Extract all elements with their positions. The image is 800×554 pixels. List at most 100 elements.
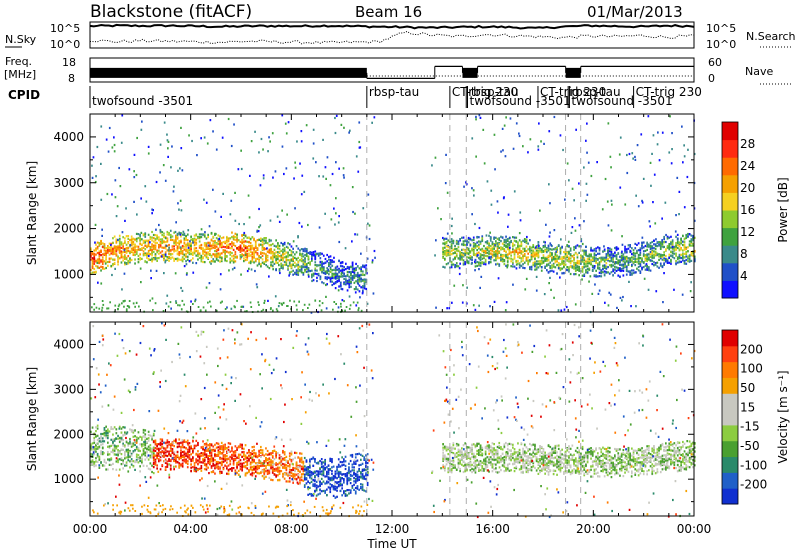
echo-cell: [500, 247, 502, 250]
echo-scatter: [440, 218, 442, 221]
echo-cell: [578, 268, 580, 271]
echo-cell: [351, 278, 354, 281]
echo-cell: [137, 447, 140, 450]
echo-cell: [180, 252, 182, 255]
echo-cell: [125, 256, 128, 259]
echo-cell: [496, 237, 499, 240]
echo-cell: [476, 241, 478, 244]
echo-cell: [489, 249, 492, 252]
echo-cell: [215, 254, 218, 257]
echo-scatter: [490, 189, 493, 192]
echo-cell: [488, 242, 490, 245]
echo-cell: [169, 249, 172, 252]
echo-cell: [135, 458, 138, 462]
echo-cell: [319, 257, 322, 260]
echo-cell: [168, 243, 170, 247]
echo-scatter: [133, 153, 136, 156]
echo-cell: [168, 458, 170, 461]
echo-cell: [685, 258, 688, 262]
echo-scatter: [621, 299, 623, 302]
echo-scatter: [371, 259, 374, 262]
echo-cell: [688, 243, 691, 246]
echo-scatter: [662, 301, 664, 304]
echo-cell: [254, 240, 257, 243]
echo-cell: [96, 446, 99, 449]
echo-cell: [249, 244, 252, 247]
echo-cell: [130, 430, 133, 433]
echo-scatter: [284, 122, 287, 125]
echo-cell: [522, 257, 524, 260]
echo-cell: [161, 239, 164, 243]
echo-scatter: [567, 240, 570, 243]
echo-cell: [358, 267, 361, 270]
echo-scatter: [340, 123, 343, 126]
echo-cell: [532, 261, 535, 264]
echo-cell: [159, 459, 162, 462]
echo-cell: [107, 445, 109, 448]
echo-scatter: [435, 306, 437, 309]
echo-cell: [348, 275, 351, 278]
echo-cell: [522, 239, 524, 242]
echo-cell: [280, 254, 283, 257]
echo-cell: [670, 260, 672, 263]
echo-cell: [466, 256, 468, 259]
echo-cell: [248, 249, 250, 252]
echo-scatter: [458, 267, 461, 270]
echo-cell: [151, 438, 153, 441]
echo-scatter: [311, 279, 313, 283]
echo-cell: [478, 263, 480, 266]
echo-cell: [90, 463, 92, 466]
echo-scatter: [203, 198, 205, 201]
echo-cell: [159, 447, 162, 450]
echo-cell: [132, 444, 135, 447]
echo-cell: [574, 261, 577, 265]
echo-cell: [113, 426, 116, 429]
echo-cell: [466, 251, 468, 254]
echo-cell: [563, 272, 565, 275]
echo-scatter: [507, 225, 509, 228]
echo-cell: [483, 254, 485, 257]
echo-cell: [154, 461, 157, 464]
echo-cell: [273, 248, 276, 251]
echo-scatter: [622, 295, 624, 299]
echo-cell: [125, 235, 128, 238]
echo-scatter: [664, 201, 667, 204]
echo-cell: [243, 241, 245, 244]
echo-cell: [268, 251, 271, 254]
echo-cell: [249, 254, 252, 257]
echo-cell: [253, 252, 255, 255]
echo-cell: [96, 251, 99, 255]
echo-cell: [588, 255, 591, 258]
echo-cell: [692, 244, 694, 247]
cpid-entry-8: CT-trig 230: [636, 85, 702, 99]
echo-cell: [134, 253, 136, 257]
echo-scatter: [603, 245, 605, 248]
echo-cell: [285, 261, 288, 264]
echo-cell: [239, 254, 242, 257]
echo-cell: [612, 258, 614, 261]
echo-ground: [263, 299, 266, 302]
echo-cell: [251, 256, 254, 259]
echo-ground: [125, 309, 128, 312]
echo-cell: [461, 253, 463, 256]
echo-cell: [510, 260, 512, 263]
echo-cell: [614, 251, 616, 254]
echo-cell: [676, 240, 679, 243]
echo-scatter: [368, 237, 371, 241]
echo-cell: [169, 459, 172, 462]
echo-cell: [314, 256, 317, 259]
echo-cell: [523, 240, 526, 243]
echo-scatter: [183, 265, 186, 268]
echo-scatter: [288, 248, 291, 252]
echo-cell: [265, 260, 267, 263]
echo-scatter: [604, 301, 606, 304]
echo-cell: [537, 266, 540, 269]
echo-cell: [627, 257, 630, 260]
echo-cell: [93, 271, 96, 274]
echo-cell: [602, 258, 604, 261]
echo-cell: [120, 453, 123, 456]
echo-scatter: [167, 147, 169, 150]
echo-cell: [283, 252, 286, 255]
echo-cell: [154, 449, 157, 452]
echo-cell: [142, 451, 145, 455]
